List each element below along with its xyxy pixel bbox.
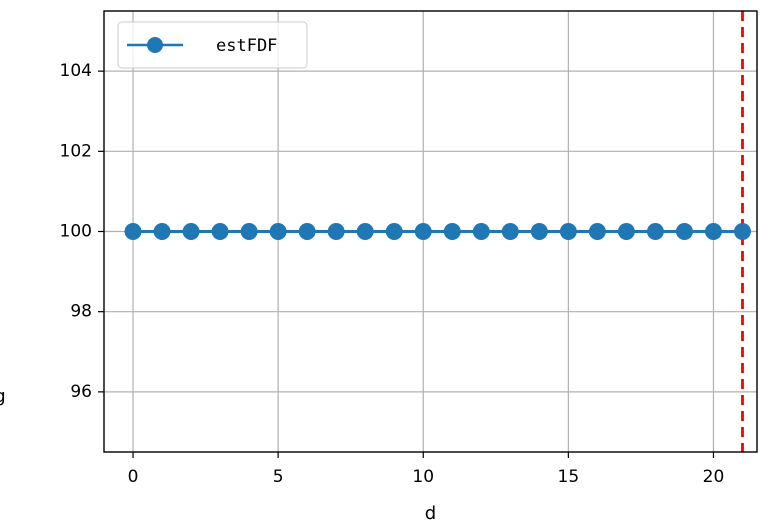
data-point [298, 223, 316, 240]
x-tick-label: 20 [703, 467, 725, 487]
legend: estFDF [117, 21, 308, 69]
data-point [559, 223, 577, 240]
data-point [472, 223, 490, 240]
data-point [124, 223, 142, 240]
y-tick-label: 98 [70, 302, 92, 322]
data-point [211, 223, 229, 240]
y-tick-label: 102 [60, 141, 92, 161]
legend-marker-circle-icon [147, 37, 163, 53]
legend-entry-label: estFDF [216, 36, 277, 56]
data-point [617, 223, 635, 240]
data-point [646, 223, 664, 240]
data-point [501, 223, 519, 240]
x-tick-label: 15 [558, 467, 580, 487]
data-point [588, 223, 606, 240]
axis-ticks: 0 5 10 15 20 96 98 100 102 104 [60, 61, 725, 487]
y-tick-label: 104 [60, 61, 92, 81]
y-axis-label: g [0, 386, 6, 407]
data-point [240, 223, 258, 240]
data-point [704, 223, 722, 240]
data-point [443, 223, 461, 240]
data-point [414, 223, 432, 240]
y-tick-label: 100 [60, 222, 92, 242]
series-layer [124, 223, 751, 240]
data-point [530, 223, 548, 240]
x-tick-label: 10 [412, 467, 434, 487]
data-point [356, 223, 374, 240]
data-point [153, 223, 171, 240]
y-tick-label: 96 [70, 382, 92, 402]
data-point [385, 223, 403, 240]
data-point [327, 223, 345, 240]
x-axis-label: d [425, 503, 436, 524]
data-point [182, 223, 200, 240]
data-point [733, 223, 751, 240]
data-point [269, 223, 287, 240]
x-tick-label: 0 [128, 467, 139, 487]
x-tick-label: 5 [273, 467, 284, 487]
data-point [675, 223, 693, 240]
legend-box [117, 21, 308, 69]
